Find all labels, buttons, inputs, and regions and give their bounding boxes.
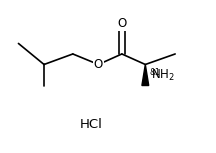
Text: HCl: HCl [79,118,102,131]
Text: O: O [117,17,127,30]
Polygon shape [142,64,149,86]
Text: NH$_2$: NH$_2$ [151,68,175,83]
Text: &1: &1 [149,68,160,77]
Text: O: O [94,58,103,71]
